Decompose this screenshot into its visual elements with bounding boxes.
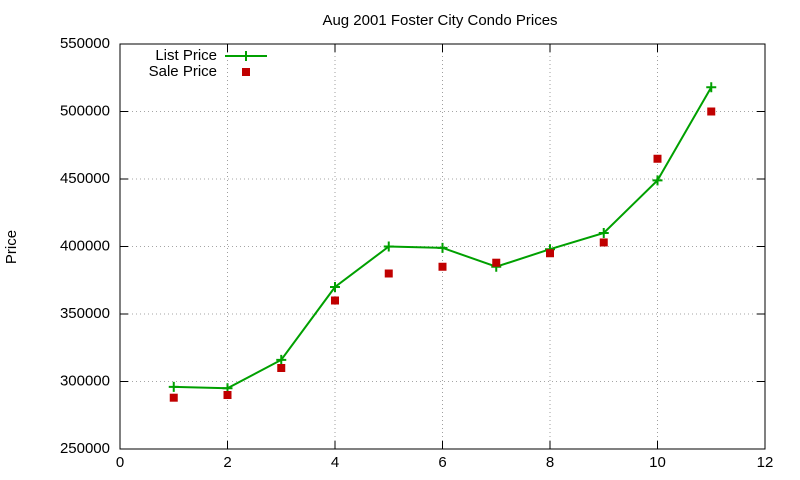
x-tick-label: 0	[116, 454, 124, 471]
plot-border	[119, 43, 766, 450]
y-tick-label: 300000	[60, 372, 110, 389]
point	[653, 154, 662, 163]
x-tick-label: 8	[546, 454, 554, 471]
legend-marker	[242, 68, 250, 76]
point	[384, 269, 393, 278]
point	[438, 262, 447, 271]
point	[223, 391, 232, 399]
point	[331, 296, 339, 305]
point	[707, 107, 716, 116]
y-tick-label: 350000	[60, 305, 110, 322]
legend-label: List Price	[155, 47, 217, 64]
legend-label: Sale Price	[149, 63, 217, 80]
y-tick-label: 550000	[60, 35, 110, 52]
x-tick-label: 4	[331, 454, 339, 471]
x-tick-label: 2	[223, 454, 231, 471]
point	[598, 228, 609, 238]
y-tick-label: 400000	[60, 237, 110, 254]
point	[492, 258, 501, 267]
point	[437, 242, 448, 253]
point	[168, 381, 179, 392]
y-tick-label: 500000	[60, 102, 110, 119]
point	[652, 175, 663, 186]
point	[276, 354, 287, 365]
point	[169, 393, 178, 402]
x-tick-label: 6	[438, 454, 446, 471]
legend-marker	[241, 51, 251, 61]
point	[277, 364, 286, 372]
y-axis-label: Price	[3, 230, 20, 264]
point	[330, 282, 340, 292]
y-tick-label: 450000	[60, 170, 110, 187]
x-tick-label: 12	[757, 454, 774, 471]
x-tick-label: 10	[649, 454, 666, 471]
point	[706, 82, 717, 93]
point	[599, 238, 608, 247]
y-tick-label: 250000	[60, 440, 110, 457]
chart-title: Aug 2001 Foster City Condo Prices	[322, 12, 557, 29]
point	[383, 241, 394, 252]
point	[546, 249, 554, 258]
